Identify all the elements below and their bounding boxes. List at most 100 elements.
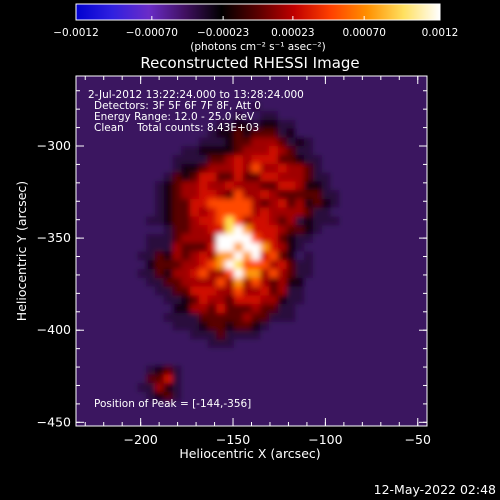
heatmap-cell bbox=[286, 198, 296, 209]
heatmap-cell bbox=[286, 216, 296, 226]
heatmap-cell bbox=[348, 374, 358, 384]
heatmap-cell bbox=[233, 154, 244, 165]
heatmap-cell bbox=[251, 251, 261, 261]
heatmap-cell bbox=[181, 76, 191, 86]
heatmap-cell bbox=[339, 102, 349, 112]
heatmap-cell bbox=[374, 207, 384, 217]
heatmap-cell bbox=[277, 277, 288, 288]
heatmap-cell bbox=[400, 207, 411, 217]
heatmap-cell bbox=[304, 225, 314, 235]
heatmap-cell bbox=[198, 225, 209, 235]
heatmap-cell bbox=[146, 321, 156, 332]
heatmap-cell bbox=[348, 93, 358, 103]
heatmap-cell bbox=[216, 137, 226, 147]
heatmap-cell bbox=[400, 391, 411, 402]
heatmap-cell bbox=[225, 339, 235, 349]
heatmap-cell bbox=[277, 365, 288, 375]
heatmap-cell bbox=[102, 277, 112, 288]
heatmap-cell bbox=[128, 260, 139, 270]
heatmap-cell bbox=[312, 119, 323, 130]
heatmap-cell bbox=[321, 286, 332, 296]
heatmap-cell bbox=[181, 181, 191, 191]
heatmap-cell bbox=[260, 391, 270, 402]
heatmap-cell bbox=[119, 216, 130, 226]
heatmap-cell bbox=[111, 84, 121, 95]
heatmap-cell bbox=[198, 286, 209, 296]
heatmap-cell bbox=[93, 295, 103, 305]
heatmap-cell bbox=[383, 190, 393, 200]
heatmap-cell bbox=[207, 330, 217, 340]
heatmap-cell bbox=[172, 119, 182, 130]
heatmap-cell bbox=[154, 84, 165, 95]
heatmap-cell bbox=[409, 172, 419, 182]
heatmap-cell bbox=[330, 233, 340, 244]
heatmap-cell bbox=[383, 330, 393, 340]
heatmap-cell bbox=[251, 119, 261, 130]
heatmap-cell bbox=[383, 233, 393, 244]
heatmap-cell bbox=[137, 154, 147, 165]
heatmap-cell bbox=[348, 111, 358, 121]
heatmap-cell bbox=[418, 295, 427, 305]
heatmap-cell bbox=[163, 269, 174, 279]
heatmap-cell bbox=[391, 242, 402, 253]
heatmap-cell bbox=[172, 198, 182, 209]
heatmap-cell bbox=[207, 225, 217, 235]
heatmap-cell bbox=[172, 383, 182, 393]
heatmap-cell bbox=[339, 172, 349, 182]
heatmap-cell bbox=[383, 242, 393, 253]
heatmap-cell bbox=[383, 102, 393, 112]
heatmap-cell bbox=[251, 383, 261, 393]
heatmap-cell bbox=[348, 137, 358, 147]
heatmap-cell bbox=[163, 137, 174, 147]
heatmap-cell bbox=[348, 207, 358, 217]
heatmap-cell bbox=[348, 225, 358, 235]
heatmap-cell bbox=[225, 277, 235, 288]
heatmap-cell bbox=[225, 312, 235, 323]
heatmap-cell bbox=[269, 190, 279, 200]
heatmap-cell bbox=[190, 409, 200, 419]
heatmap-cell bbox=[242, 391, 253, 402]
heatmap-cell bbox=[233, 400, 244, 411]
heatmap-cell bbox=[321, 163, 332, 174]
heatmap-cell bbox=[163, 84, 174, 95]
heatmap-cell bbox=[111, 365, 121, 375]
heatmap-cell bbox=[312, 295, 323, 305]
heatmap-cell bbox=[312, 181, 323, 191]
heatmap-cell bbox=[198, 233, 209, 244]
heatmap-cell bbox=[251, 93, 261, 103]
heatmap-cell bbox=[198, 277, 209, 288]
heatmap-cell bbox=[312, 418, 323, 426]
heatmap-cell bbox=[102, 330, 112, 340]
heatmap-cell bbox=[391, 260, 402, 270]
heatmap-cell bbox=[233, 391, 244, 402]
heatmap-cell bbox=[418, 216, 427, 226]
heatmap-cell bbox=[76, 84, 86, 95]
heatmap-cell bbox=[76, 348, 86, 358]
heatmap-cell bbox=[225, 295, 235, 305]
heatmap-cell bbox=[339, 339, 349, 349]
heatmap-cell bbox=[295, 216, 305, 226]
heatmap-cell bbox=[312, 207, 323, 217]
heatmap-cell bbox=[128, 181, 139, 191]
heatmap-cell bbox=[163, 172, 174, 182]
info-clean: Clean Total counts: 8.43E+03 bbox=[94, 122, 259, 134]
heatmap-cell bbox=[365, 181, 375, 191]
heatmap-cell bbox=[383, 137, 393, 147]
heatmap-cell bbox=[154, 330, 165, 340]
heatmap-cell bbox=[409, 251, 419, 261]
heatmap-cell bbox=[312, 409, 323, 419]
heatmap-cell bbox=[304, 146, 314, 156]
heatmap-cell bbox=[304, 172, 314, 182]
heatmap-cell bbox=[339, 304, 349, 314]
heatmap-cell bbox=[400, 400, 411, 411]
heatmap-cell bbox=[286, 321, 296, 332]
heatmap-cell bbox=[312, 93, 323, 103]
heatmap-cell bbox=[348, 400, 358, 411]
heatmap-cell bbox=[146, 137, 156, 147]
heatmap-cell bbox=[137, 383, 147, 393]
heatmap-cell bbox=[128, 172, 139, 182]
heatmap-cell bbox=[339, 93, 349, 103]
heatmap-cell bbox=[348, 356, 358, 367]
heatmap-cell bbox=[269, 137, 279, 147]
heatmap-cell bbox=[251, 286, 261, 296]
